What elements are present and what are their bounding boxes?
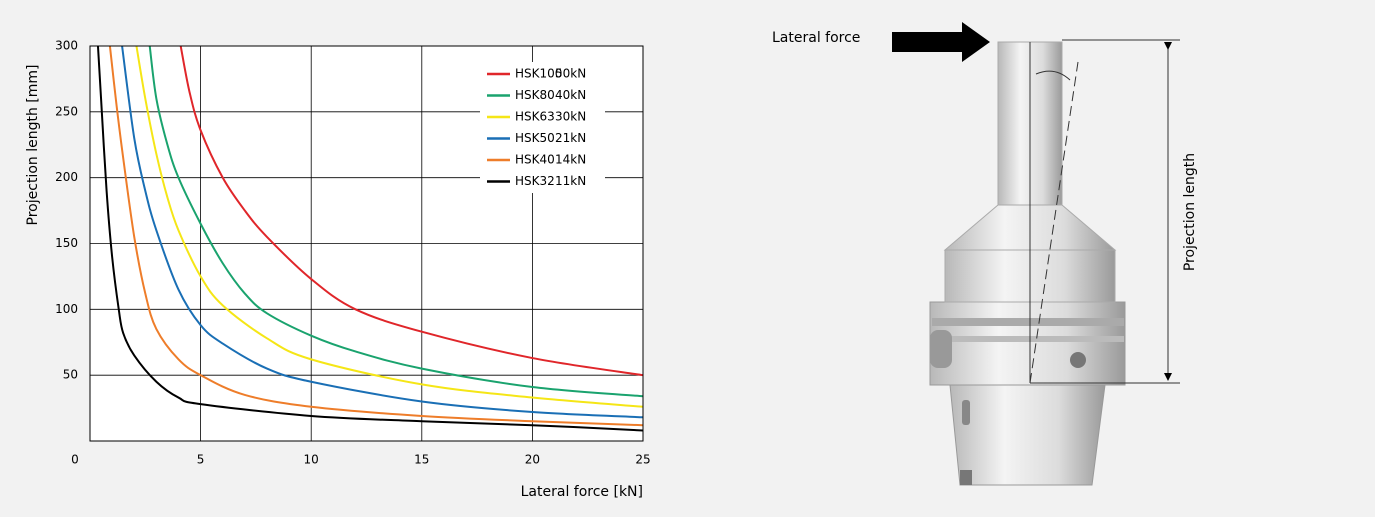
y-tick-label: 150 <box>55 236 78 250</box>
tool-notch <box>960 470 972 485</box>
legend-capacity: 50kN <box>555 67 586 81</box>
legend-capacity: 30kN <box>555 110 586 124</box>
deflection-line <box>1029 61 1079 384</box>
tool-taper <box>949 384 1106 486</box>
illustration: Lateral force Projection length <box>772 22 1198 486</box>
deflection-arc <box>1035 70 1071 81</box>
force-arrow <box>892 22 990 62</box>
series-line <box>108 46 643 427</box>
legend-label: HSK80 <box>515 88 555 102</box>
legend-label: HSK50 <box>515 131 555 145</box>
legend-capacity: 11kN <box>555 174 586 188</box>
y-tick-label: 50 <box>63 368 78 382</box>
tool-groove <box>932 318 1124 326</box>
legend-capacity: 40kN <box>555 88 586 102</box>
x-tick-label: 10 <box>304 453 319 467</box>
series-line <box>96 46 643 432</box>
series-line <box>121 46 643 419</box>
x-tick-label: 0 <box>71 453 79 467</box>
chart: 0 5 10 15 20 2550100150200250300HSK10050kNHSK… <box>55 39 651 467</box>
tool-key <box>930 330 952 368</box>
y-tick-label: 250 <box>55 104 78 118</box>
force-label: Lateral force <box>772 30 860 46</box>
x-tick-label: 25 <box>635 453 650 467</box>
legend-capacity: 14kN <box>555 153 586 167</box>
y-tick-label: 100 <box>55 302 78 316</box>
y-axis-label: Projection length [mm] <box>25 65 41 226</box>
tool-slot <box>962 400 970 425</box>
plot-border <box>89 45 644 442</box>
x-axis-label: Lateral force [kN] <box>521 484 643 500</box>
x-tick-label: 15 <box>414 453 429 467</box>
legend-label: HSK40 <box>515 153 555 167</box>
tool-flange <box>929 301 1126 386</box>
tool-hole <box>1070 352 1086 368</box>
legend-box <box>480 62 605 193</box>
legend-capacity: 21kN <box>555 131 586 145</box>
legend-label: HSK32 <box>515 174 555 188</box>
legend-label: HSK100 <box>515 67 562 81</box>
series-line <box>135 46 643 408</box>
y-tick-label: 200 <box>55 170 78 184</box>
series-line <box>148 46 643 398</box>
x-tick-label: 20 <box>525 453 540 467</box>
series-line <box>179 46 643 377</box>
length-label: Projection length <box>1182 153 1198 271</box>
tool-groove <box>932 336 1124 342</box>
x-tick-label: 5 <box>197 453 205 467</box>
legend-label: HSK63 <box>515 110 555 124</box>
y-tick-label: 300 <box>55 39 78 53</box>
